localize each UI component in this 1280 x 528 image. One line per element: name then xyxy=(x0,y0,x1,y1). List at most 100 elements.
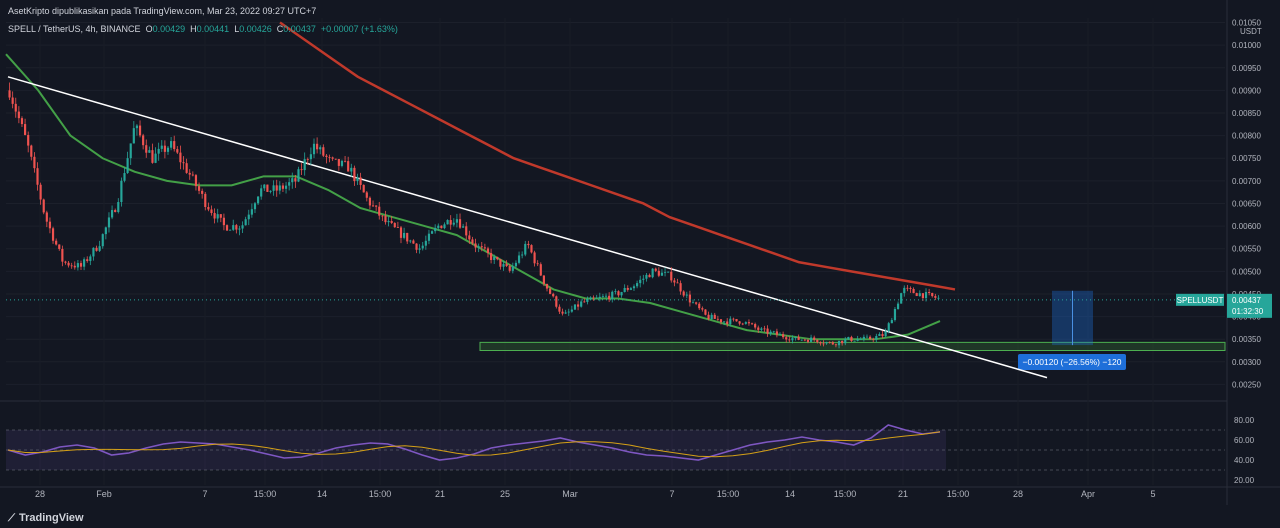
candle-body xyxy=(409,240,412,242)
candle-body xyxy=(458,219,462,228)
candle-body xyxy=(132,128,135,144)
candle-body xyxy=(241,225,244,229)
candle-body xyxy=(707,314,710,320)
candle-body xyxy=(188,172,191,175)
candle-body xyxy=(573,304,577,310)
candle-body xyxy=(791,338,794,341)
candle-body xyxy=(822,343,825,345)
candle-body xyxy=(340,160,344,166)
candle-body xyxy=(337,159,340,166)
candle-body xyxy=(900,293,903,304)
candle-body xyxy=(275,185,278,191)
candle-body xyxy=(763,328,766,330)
symbol-info: SPELL / TetherUS, 4h, BINANCE O0.00429 H… xyxy=(8,24,398,34)
candle-body xyxy=(570,309,573,312)
candle-body xyxy=(589,297,592,300)
candle-body xyxy=(319,147,322,150)
candle-body xyxy=(738,321,741,324)
measure-label-box xyxy=(1018,354,1126,370)
candle-body xyxy=(309,154,312,160)
rsi-ma-line xyxy=(7,431,941,458)
price-tick-label: 0.00900 xyxy=(1232,86,1261,95)
candle-body xyxy=(890,320,893,324)
candle-body xyxy=(185,163,188,173)
candle-body xyxy=(502,264,505,267)
price-tick-label: 0.00550 xyxy=(1232,245,1261,254)
candle-body xyxy=(371,205,375,207)
candle-body xyxy=(809,337,813,342)
rsi-tick-label: 80.00 xyxy=(1234,416,1255,425)
candle-body xyxy=(636,283,639,287)
candle-body xyxy=(30,145,33,157)
candle-body xyxy=(390,221,393,224)
candle-body xyxy=(166,147,170,152)
ma-short-line xyxy=(5,53,941,341)
candle-body xyxy=(800,339,803,341)
time-tick-label: 28 xyxy=(1013,489,1023,499)
candle-body xyxy=(937,297,940,299)
price-unit-label: USDT xyxy=(1240,27,1262,36)
candle-body xyxy=(691,302,695,304)
candle-body xyxy=(396,227,399,228)
candle-body xyxy=(107,217,111,228)
candle-body xyxy=(561,311,564,314)
candle-body xyxy=(434,227,437,232)
candle-body xyxy=(875,336,878,340)
time-tick-label: Feb xyxy=(96,489,112,499)
candle-body xyxy=(931,292,934,297)
candle-body xyxy=(437,225,440,228)
high-value: 0.00441 xyxy=(196,24,230,34)
candle-body xyxy=(33,156,36,169)
candle-body xyxy=(722,321,726,323)
candle-body xyxy=(865,336,869,338)
candle-body xyxy=(170,141,173,148)
candle-body xyxy=(446,220,449,225)
publisher-header: AsetKripto dipublikasikan pada TradingVi… xyxy=(8,6,317,16)
footer: ⟋ TradingView xyxy=(8,512,84,524)
candle-body xyxy=(552,293,555,297)
price-tick-label: 0.00500 xyxy=(1232,267,1261,276)
candle-body xyxy=(83,259,86,267)
high-label: H xyxy=(190,24,197,34)
candle-body xyxy=(14,103,17,112)
candle-body xyxy=(359,177,362,185)
candle-body xyxy=(157,148,160,154)
candle-body xyxy=(399,227,403,238)
candle-body xyxy=(903,287,906,294)
candle-body xyxy=(362,184,365,193)
time-tick-label: 21 xyxy=(435,489,445,499)
candle-body xyxy=(539,264,542,276)
candle-body xyxy=(23,124,27,135)
time-tick-label: 14 xyxy=(785,489,795,499)
rsi-tick-label: 20.00 xyxy=(1234,476,1255,485)
candle-body xyxy=(331,157,334,159)
candle-body xyxy=(887,323,890,332)
time-tick-label: 15:00 xyxy=(369,489,392,499)
candle-body xyxy=(455,219,459,223)
time-tick-label: 14 xyxy=(317,489,327,499)
candle-body xyxy=(620,292,623,296)
candle-body xyxy=(55,240,58,245)
candle-body xyxy=(129,143,132,159)
candle-body xyxy=(207,207,210,210)
candle-body xyxy=(412,240,415,244)
candle-body xyxy=(558,306,561,312)
candle-body xyxy=(250,209,253,215)
price-tick-label: 0.00800 xyxy=(1232,132,1261,141)
last-price-box xyxy=(1227,293,1272,318)
candle-body xyxy=(601,296,605,298)
candle-body xyxy=(542,275,545,284)
candle-body xyxy=(726,321,729,325)
candle-body xyxy=(76,263,79,268)
candle-body xyxy=(576,304,580,307)
candle-body xyxy=(216,214,219,219)
candle-body xyxy=(924,292,928,299)
candle-body xyxy=(521,254,524,256)
candle-body xyxy=(564,312,567,314)
candle-body xyxy=(210,209,213,214)
candle-body xyxy=(291,178,294,183)
price-tick-label: 0.01000 xyxy=(1232,41,1261,50)
candle-body xyxy=(462,226,465,228)
candle-body xyxy=(598,296,601,298)
